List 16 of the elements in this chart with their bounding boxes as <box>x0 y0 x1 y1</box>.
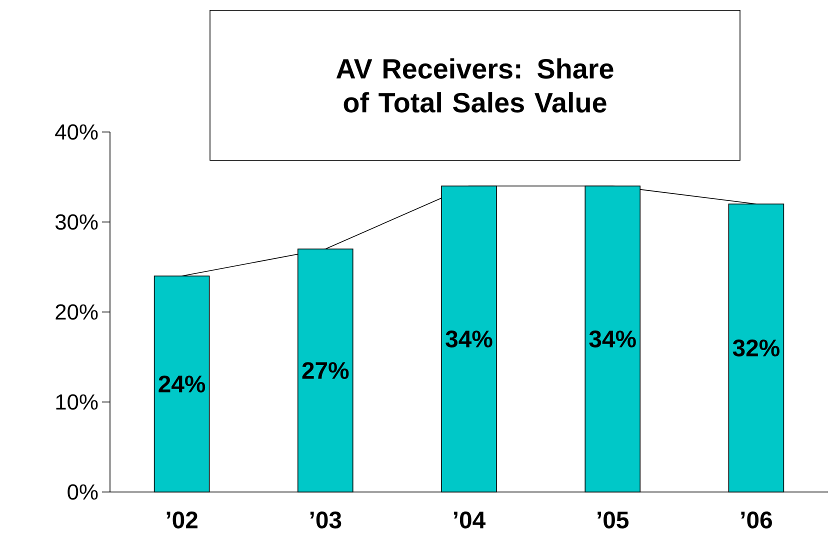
x-tick-label: ’02 <box>166 512 198 528</box>
y-tick-label: 30% <box>55 214 98 230</box>
y-tick-label: 20% <box>56 304 98 320</box>
x-tick-label: ’05 <box>598 512 629 528</box>
chart-title: AV Receivers: Share of Total Sales Value <box>336 58 614 113</box>
text: 32% <box>732 340 780 356</box>
y-tick-label: 10% <box>56 394 98 410</box>
text: 34% <box>446 330 492 348</box>
y-tick-label: 40% <box>55 124 98 140</box>
text: 24% <box>158 376 206 392</box>
text: 34% <box>589 330 636 348</box>
y-tick-label: 0% <box>68 484 98 500</box>
x-tick-label: ’04 <box>454 512 486 528</box>
text: 27% <box>302 362 349 379</box>
x-tick-label: ’03 <box>310 512 342 528</box>
x-tick-label: ’06 <box>741 512 772 528</box>
